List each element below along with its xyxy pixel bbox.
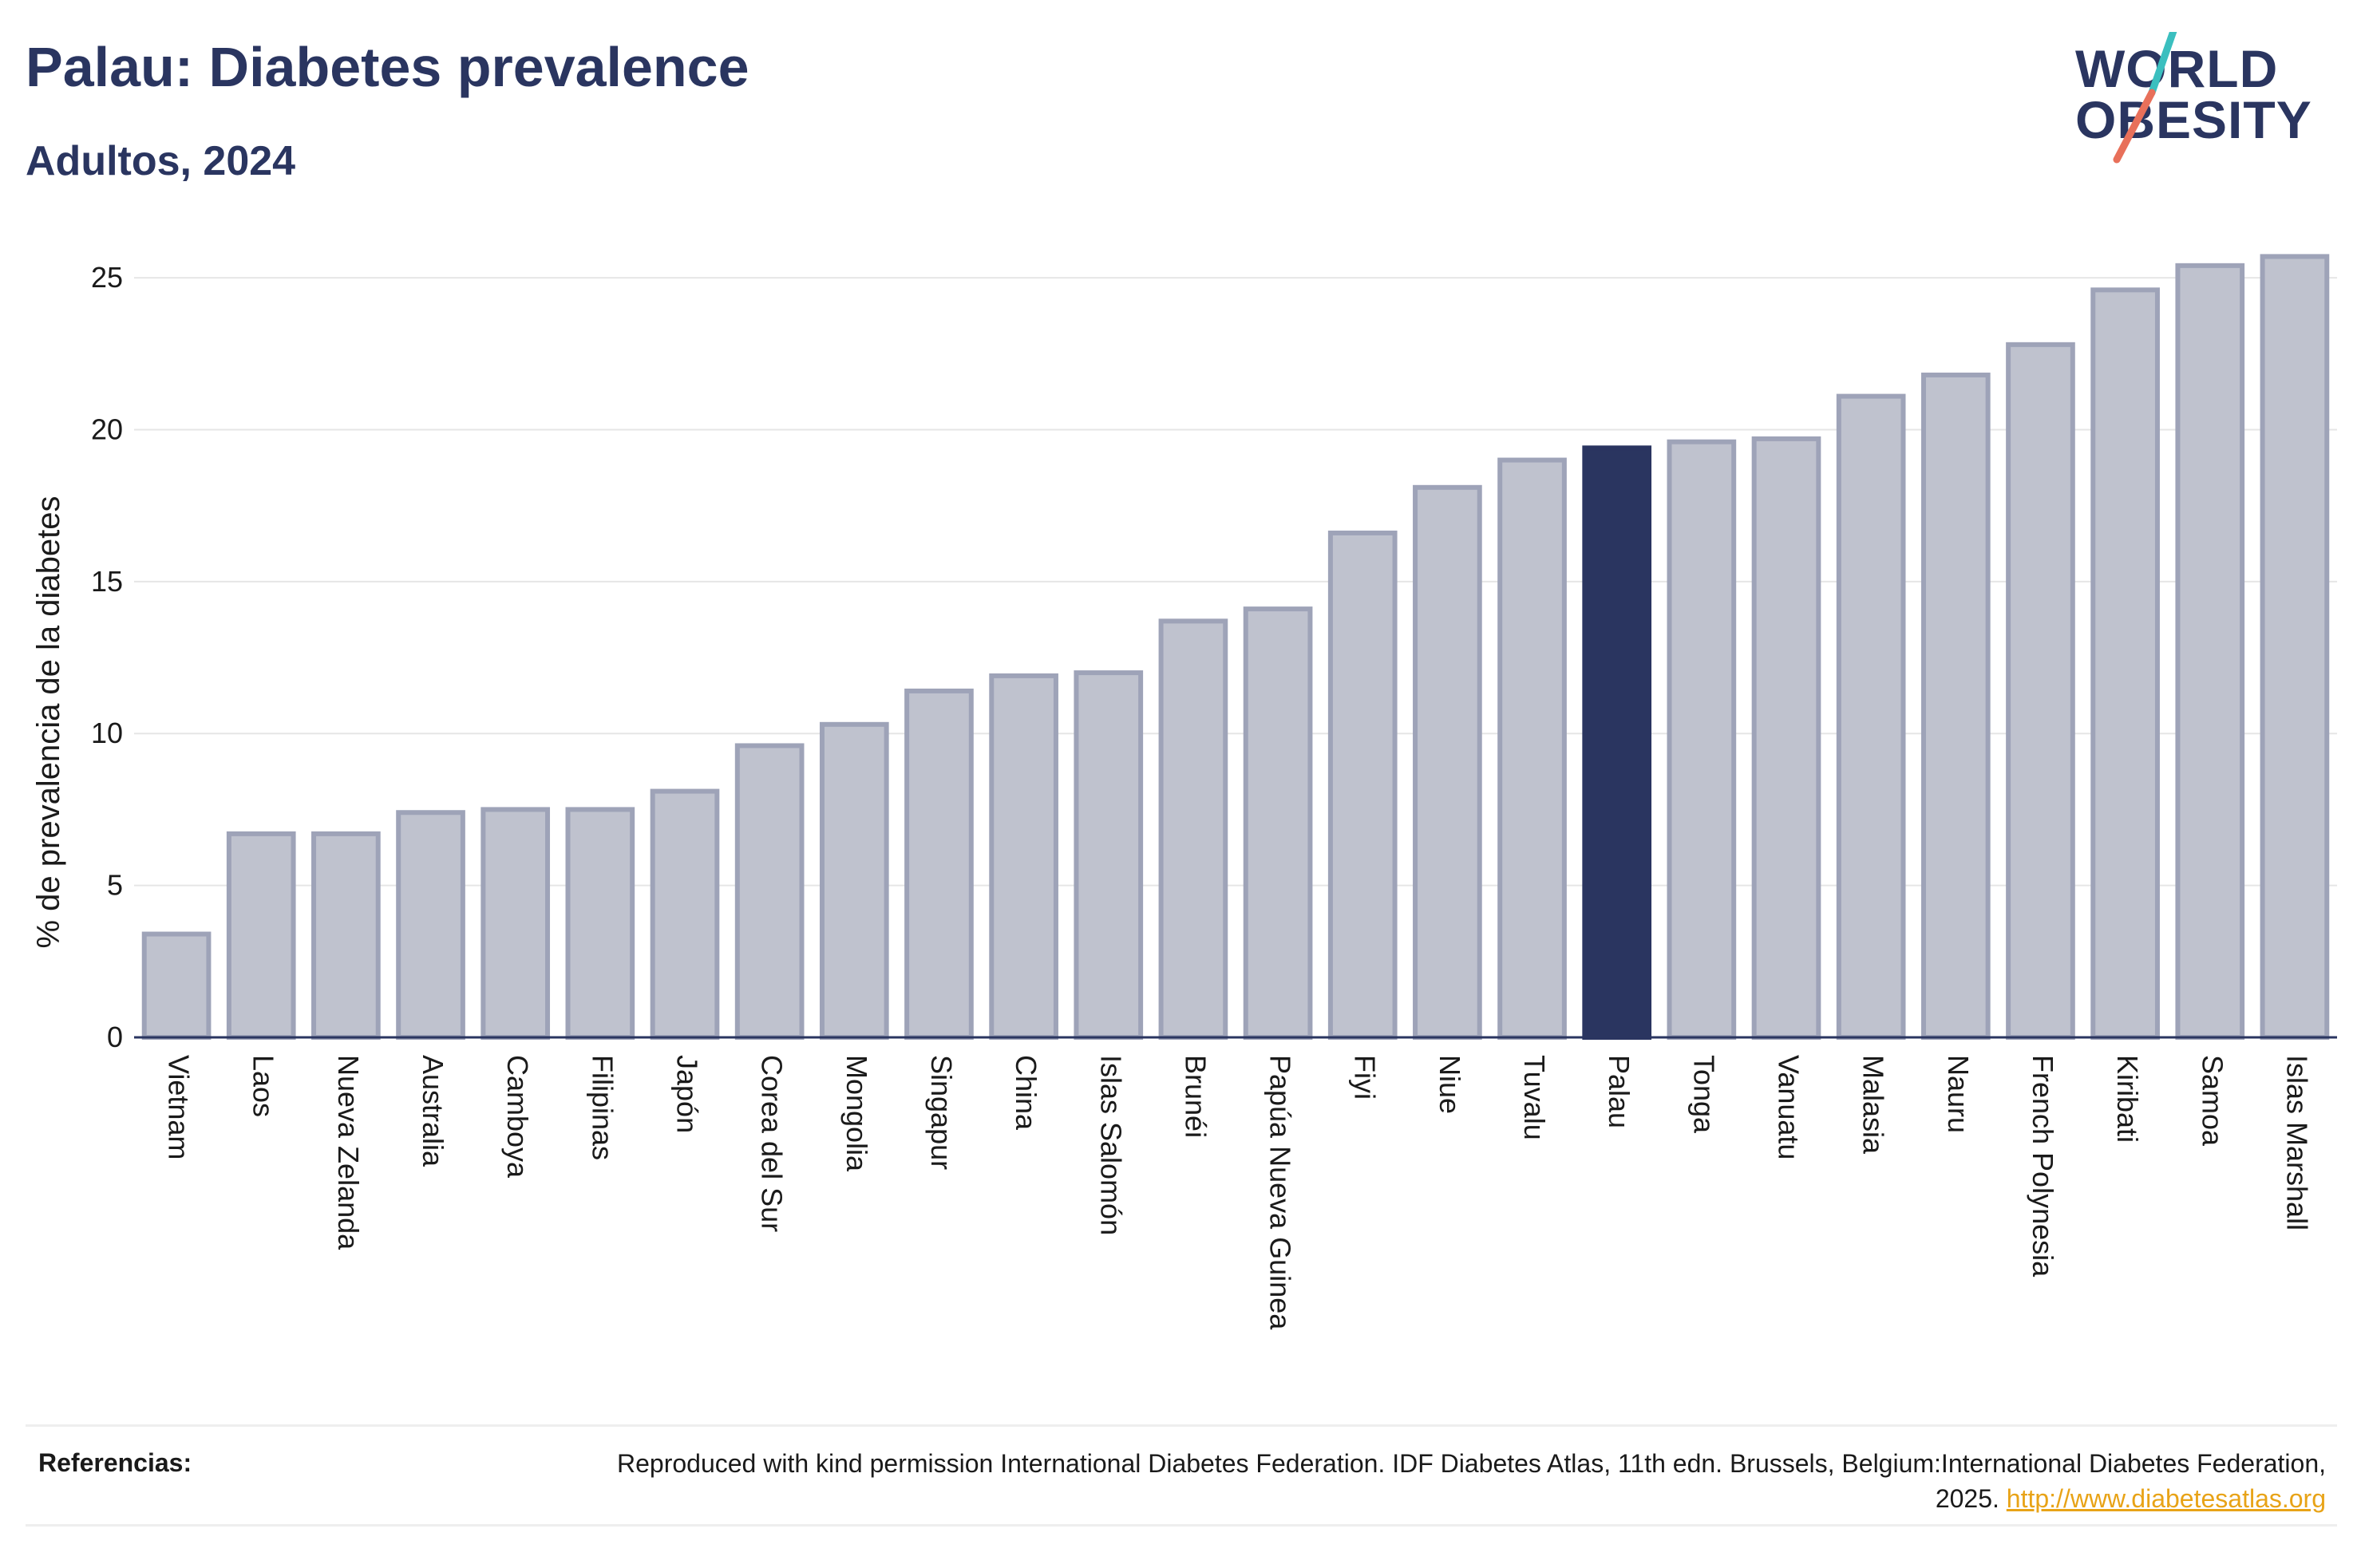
x-tick-label: Laos [247,1055,280,1117]
x-tick-label: Tonga [1687,1055,1720,1134]
bar-camboya [481,807,551,1041]
x-tick-label: Fiyi [1349,1055,1382,1100]
bar-nauru [1920,372,1991,1040]
references-text: Reproduced with kind permission Internat… [570,1446,2326,1516]
x-tick-label: Malasia [1857,1055,1890,1155]
references-label: Referencias: [38,1448,192,1477]
x-tick-label: Corea del Sur [756,1055,789,1232]
bar-islas-salom-n [1074,670,1144,1040]
logo-word-obesity: OBESITY [2075,90,2312,149]
x-tick-label: Nauru [1942,1055,1975,1133]
y-tick-label: 5 [107,869,123,902]
bar-fiyi [1327,530,1398,1040]
y-tick-label: 15 [91,565,123,598]
references-link[interactable]: http://www.diabetesatlas.org [2006,1484,2326,1513]
y-tick-label: 20 [91,413,123,445]
x-tick-label: Kiribati [2111,1055,2144,1143]
y-tick-label: 25 [91,261,123,294]
bar-vietnam [141,931,212,1040]
bar-pap-a-nueva-guinea [1243,606,1313,1040]
bar-laos [226,831,296,1041]
x-tick-label: Vanuatu [1772,1055,1805,1159]
bar-samoa [2175,263,2245,1041]
x-tick-label: Brunéi [1179,1055,1212,1138]
x-tick-label: Vietnam [163,1055,196,1159]
x-tick-label: Islas Marshall [2280,1055,2313,1230]
bar-islas-marshall [2260,254,2330,1040]
y-tick-label: 0 [107,1021,123,1053]
bar-french-polynesia [2006,342,2075,1041]
logo-slash-icon [2113,32,2177,164]
bar-palau [1582,445,1652,1040]
x-tick-label: Papúa Nueva Guinea [1264,1055,1297,1330]
x-tick-label: Niue [1434,1055,1466,1114]
bar-singapur [904,688,974,1041]
x-tick-label: Australia [417,1055,449,1167]
bar-jap-n [650,788,720,1040]
bar-chart: 0 5 10 15 20 25 Vietnam Laos Nueva Zelanda Austr… [31,254,2337,1330]
bar-malasia [1836,393,1906,1041]
logo-word-world: WORLD [2075,39,2279,98]
x-tick-label: Palau [1603,1055,1635,1128]
bar-niue [1413,484,1482,1040]
x-tick-label: Tuvalu [1518,1055,1551,1140]
x-tick-label: China [1010,1055,1042,1131]
x-tick-label: Filipinas [586,1055,619,1160]
bar-corea-del-sur [734,743,805,1040]
x-tick-label: Japón [670,1055,703,1133]
chart-title: Palau: Diabetes prevalence [26,36,749,98]
bars [141,254,2330,1041]
x-tick-label: French Polynesia [2027,1055,2059,1278]
x-tick-label: Camboya [501,1055,534,1179]
bar-nueva-zelanda [311,831,381,1041]
bar-tonga [1667,439,1737,1040]
world-obesity-logo: WORLD OBESITY [2075,32,2347,168]
footer-divider-top [26,1424,2337,1427]
x-tick-label: Nueva Zelanda [332,1055,365,1250]
y-axis-label: % de prevalencia de la diabetes [31,496,66,948]
x-axis-ticks: Vietnam Laos Nueva Zelanda Australia Camboya… [163,1055,2314,1330]
y-axis-ticks: 0 5 10 15 20 25 [91,261,123,1053]
bar-australia [396,810,465,1040]
bar-tuvalu [1497,457,1567,1040]
footer-divider-bottom [26,1524,2337,1527]
x-tick-label: Islas Salomón [1094,1055,1127,1235]
bar-mongolia [819,721,889,1040]
bar-vanuatu [1751,436,1821,1040]
references-body: Reproduced with kind permission Internat… [616,1449,2326,1513]
x-tick-label: Singapur [925,1055,958,1170]
x-tick-label: Samoa [2196,1055,2229,1147]
y-tick-label: 10 [91,717,123,749]
bar-brun-i [1158,618,1228,1040]
bar-china [989,673,1058,1041]
chart-subtitle: Adultos, 2024 [26,138,296,184]
x-tick-label: Mongolia [840,1055,873,1172]
bar-kiribati [2090,287,2160,1041]
bar-filipinas [565,807,635,1041]
